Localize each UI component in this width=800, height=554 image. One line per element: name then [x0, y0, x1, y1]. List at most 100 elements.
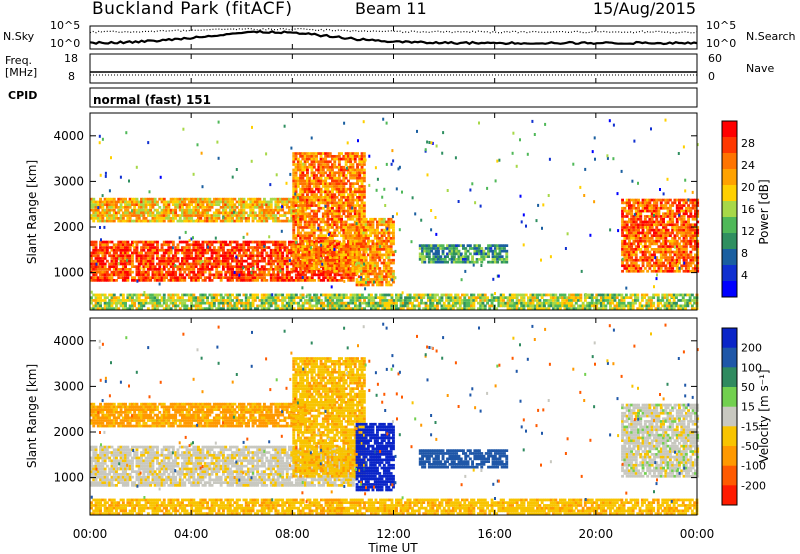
- power-cell: [171, 203, 175, 206]
- power-cell: [324, 239, 328, 243]
- power-cell: [628, 217, 631, 221]
- power-cell: [244, 206, 248, 209]
- power-cell: [349, 234, 353, 237]
- power-cell: [337, 155, 341, 158]
- power-cell: [126, 214, 130, 217]
- power-cell: [258, 243, 262, 247]
- power-cell: [360, 201, 364, 205]
- power-cell: [217, 217, 221, 220]
- power-cell: [272, 270, 275, 274]
- power-cell: [648, 242, 652, 246]
- power-cell: [267, 259, 271, 263]
- power-cell: [158, 214, 162, 217]
- power-cell: [242, 254, 246, 258]
- power-cell: [156, 200, 159, 204]
- power-cell: [231, 211, 234, 215]
- power-cell: [128, 219, 132, 223]
- power-cell: [473, 244, 477, 247]
- power-cell: [105, 219, 109, 223]
- power-cell: [657, 198, 661, 202]
- power-cell: [373, 275, 377, 278]
- power-cell: [165, 301, 168, 305]
- power-cell: [140, 279, 143, 282]
- power-cell: [242, 276, 246, 279]
- power-cell: [296, 204, 300, 207]
- power-cell: [632, 231, 636, 235]
- power-cell: [321, 242, 325, 246]
- power-cell: [643, 250, 647, 254]
- power-cell: [659, 234, 663, 237]
- power-cell: [344, 160, 348, 164]
- power-cell: [637, 226, 640, 229]
- power-cell: [655, 206, 659, 210]
- power-cell: [653, 269, 656, 273]
- power-cell: [357, 256, 361, 259]
- power-cell: [92, 200, 96, 204]
- power-cell: [178, 268, 182, 271]
- power-cell: [347, 201, 350, 205]
- power-cell: [358, 155, 362, 158]
- power-cell: [119, 257, 123, 260]
- power-cell: [308, 256, 312, 259]
- power-cell: [269, 273, 273, 277]
- power-cell: [673, 226, 677, 229]
- power-cell: [285, 254, 289, 258]
- power-cell: [267, 203, 271, 206]
- power-cell: [294, 250, 298, 254]
- power-cell: [92, 268, 96, 271]
- power-cell: [108, 276, 112, 279]
- power-cell: [623, 250, 627, 254]
- power-cell: [337, 182, 341, 185]
- power-cell: [308, 182, 312, 185]
- power-cell: [432, 258, 436, 261]
- power-cell: [103, 276, 107, 279]
- power-cell: [448, 247, 452, 250]
- power-cell: [222, 206, 225, 209]
- power-cell: [285, 217, 289, 220]
- power-cell: [675, 242, 679, 246]
- power-cell: [251, 240, 255, 244]
- power-cell: [351, 185, 355, 188]
- power-cell: [362, 193, 366, 196]
- power-cell: [671, 239, 675, 243]
- power-cell: [643, 248, 647, 251]
- power-cell: [682, 226, 686, 229]
- power-cell: [353, 152, 357, 155]
- power-cell: [664, 198, 668, 202]
- power-cell: [263, 257, 266, 260]
- power-cell: [208, 203, 212, 206]
- power-cell: [648, 223, 652, 227]
- power-cell: [110, 217, 114, 220]
- power-cell: [240, 262, 244, 266]
- power-cell: [226, 248, 230, 252]
- power-cell: [185, 262, 189, 266]
- power-cell: [434, 255, 438, 258]
- power-cell: [137, 279, 141, 282]
- power-cell: [328, 212, 332, 216]
- power-cell: [333, 239, 337, 243]
- power-cell: [344, 174, 348, 177]
- power-cell: [199, 243, 203, 247]
- power-cell: [299, 279, 303, 282]
- power-cell: [208, 219, 212, 223]
- power-cell: [92, 217, 96, 220]
- power-cell: [144, 206, 148, 209]
- power-cell: [364, 272, 368, 276]
- power-cell: [253, 276, 257, 279]
- power-cell: [425, 247, 429, 250]
- power-cell: [328, 193, 332, 196]
- power-cell: [117, 296, 121, 299]
- power-cell: [90, 257, 93, 260]
- power-cell: [144, 217, 148, 220]
- power-cell: [133, 203, 137, 206]
- power-cell: [480, 247, 484, 250]
- power-cell: [684, 239, 688, 243]
- power-cell: [347, 264, 350, 268]
- power-cell: [378, 256, 382, 259]
- power-cell: [278, 208, 282, 212]
- power-cell: [212, 214, 216, 217]
- power-cell: [215, 219, 219, 223]
- power-cell: [99, 246, 102, 249]
- power-cell: [319, 269, 323, 273]
- power-cell: [192, 243, 196, 247]
